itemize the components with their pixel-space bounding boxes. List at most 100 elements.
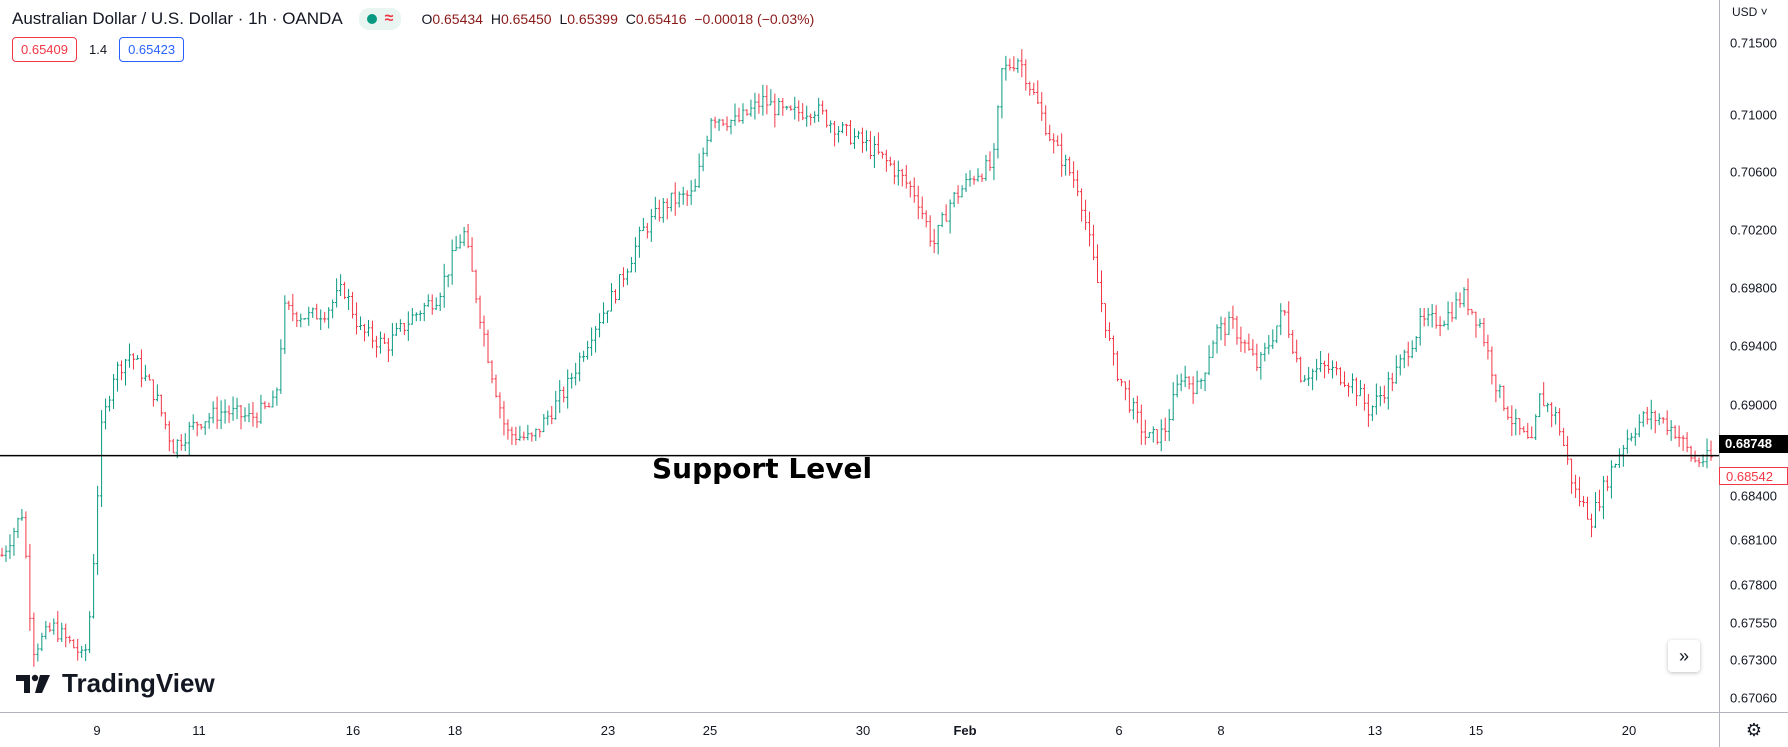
price-chart[interactable] [0, 0, 1719, 712]
ohlc-bar [40, 632, 44, 652]
ohlc-bar [466, 223, 470, 249]
symbol-title[interactable]: Australian Dollar / U.S. Dollar · 1h · O… [12, 9, 343, 28]
ohlc-bar [992, 143, 996, 181]
ohlc-bar [1091, 224, 1096, 261]
ohlc-bar [1629, 432, 1633, 442]
ohlc-bar [295, 311, 299, 327]
ohlc-bar [1446, 301, 1450, 330]
ohlc-bar [1127, 380, 1131, 413]
ohlc-bar [207, 412, 211, 429]
ohlc-bar [1518, 418, 1522, 435]
ohlc-bar [1311, 368, 1315, 391]
ohlc-bar [1358, 379, 1363, 397]
ohlc-bar [119, 360, 124, 381]
ohlc-bar [1211, 340, 1215, 358]
ohlc-bar [562, 386, 566, 403]
ohlc-bar [872, 136, 877, 169]
ohlc-bar [239, 405, 243, 430]
ohlc-bar [16, 517, 20, 538]
tradingview-logo[interactable]: TradingView [16, 668, 215, 699]
ohlc-bar [582, 350, 586, 362]
ohlc-bar [418, 310, 422, 322]
ohlc-bar [4, 545, 8, 562]
ohlc-bar [633, 237, 638, 273]
ohlc-bar [92, 554, 96, 619]
ohlc-bar [1617, 448, 1621, 468]
ohlc-bar [135, 355, 140, 360]
ohlc-bar [1374, 383, 1378, 415]
ohlc-bar [370, 320, 375, 349]
price-axis[interactable]: USD ˅ 0.71500 0.71000 0.70600 0.70200 0.… [1719, 0, 1788, 712]
ohlc-bar [880, 151, 884, 159]
ohlc-bar [1199, 378, 1203, 389]
time-axis[interactable]: 9 11 16 18 23 25 30 Feb 6 8 13 15 20 [0, 712, 1719, 747]
price-tick: 0.68400 [1730, 488, 1777, 504]
ohlc-bar [542, 413, 546, 433]
ohlc-bar [32, 612, 36, 667]
ohlc-bar [36, 643, 40, 662]
ohlc-bar [1303, 375, 1307, 382]
ohlc-bar [1111, 335, 1116, 366]
high-label: H [490, 11, 501, 27]
ohlc-bar [1422, 307, 1426, 327]
ohlc-bar [757, 93, 761, 114]
ohlc-bar [84, 644, 88, 662]
support-level-label[interactable]: Support Level [652, 452, 873, 485]
ohlc-bar [1107, 322, 1112, 342]
ohlc-bar [1685, 432, 1689, 453]
ohlc-bar [860, 127, 865, 153]
ohlc-bar [948, 199, 952, 234]
ohlc-bar [522, 431, 526, 441]
currency-selector[interactable]: USD ˅ [1732, 5, 1768, 19]
ohlc-bar [928, 215, 932, 247]
ohlc-bar [1155, 429, 1159, 445]
ohlc-bar [717, 118, 721, 131]
ohlc-bar [24, 511, 28, 559]
currency-label: USD [1732, 5, 1758, 19]
time-tick: 8 [1217, 723, 1225, 738]
ohlc-bar [701, 147, 705, 172]
ohlc-bar [251, 402, 255, 427]
time-tick: 20 [1621, 723, 1637, 738]
ohlc-bar [263, 401, 267, 410]
ohlc-bar [1330, 360, 1335, 379]
status-pill[interactable]: ≈ [358, 8, 402, 30]
ohlc-bar [697, 153, 701, 189]
ohlc-bar [888, 156, 892, 167]
scroll-to-realtime-button[interactable]: » [1668, 640, 1700, 672]
ohlc-bar [669, 192, 673, 212]
symbol-legend: Australian Dollar / U.S. Dollar · 1h · O… [12, 8, 818, 30]
buy-button[interactable]: 0.65423 [119, 37, 185, 62]
sell-button[interactable]: 0.65409 [12, 37, 77, 62]
ohlc-bar [813, 111, 817, 123]
ohlc-bar [514, 426, 518, 446]
ohlc-bar [1159, 419, 1163, 452]
ohlc-bar [1605, 475, 1610, 492]
ohlc-bar [139, 349, 144, 388]
ohlc-bar [932, 228, 936, 254]
ohlc-bar [155, 384, 159, 402]
ohlc-bar [450, 239, 454, 285]
ohlc-bar [366, 319, 371, 337]
ohlc-bar [673, 182, 677, 216]
ohlc-bar [1060, 133, 1064, 177]
ohlc-bar [821, 100, 825, 115]
ohlc-bar [510, 426, 514, 445]
ohlc-bar [868, 131, 873, 160]
ohlc-bar [219, 400, 223, 430]
ohlc-bar [677, 191, 681, 208]
ohlc-values: O0.65434 H0.65450 L0.65399 C0.65416 −0.0… [421, 11, 818, 27]
price-tick: 0.69000 [1730, 397, 1777, 413]
ohlc-bar [733, 103, 737, 126]
ohlc-bar [243, 407, 247, 422]
tradingview-logo-icon [16, 674, 50, 693]
ohlc-bar [143, 364, 148, 382]
ohlc-bar [299, 313, 303, 328]
chart-pane[interactable]: Australian Dollar / U.S. Dollar · 1h · O… [0, 0, 1719, 712]
ohlc-bar [323, 311, 327, 323]
chart-settings-button[interactable]: ⚙ [1719, 712, 1788, 747]
time-tick: 11 [192, 723, 206, 738]
ohlc-bar [1554, 406, 1558, 425]
ohlc-bar [275, 387, 279, 406]
ohlc-bar [362, 323, 367, 342]
